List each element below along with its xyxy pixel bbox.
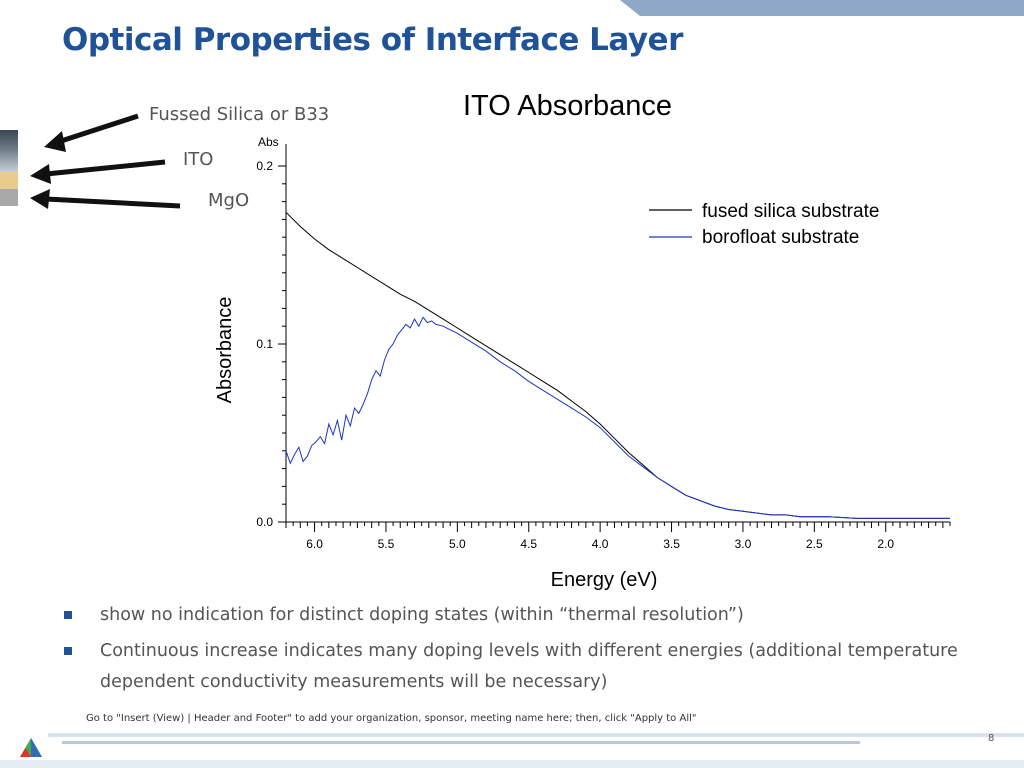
slide-title: Optical Properties of Interface Layer	[62, 22, 683, 58]
bullet-list: show no indication for distinct doping s…	[62, 600, 1002, 703]
layer-label-mgo: MgO	[208, 190, 250, 211]
x-tick-label: 3.5	[663, 537, 680, 551]
x-tick-label: 3.0	[735, 537, 752, 551]
top-accent-band	[620, 0, 1024, 16]
chart-axes: 0.0 0.1 0.2 6.0 5.5 5.0 4.5 4.0 3.5 3.0 2.5 2.0	[256, 144, 951, 551]
y-unit-label: Abs	[258, 135, 279, 149]
layer-label-substrate: Fussed Silica or B33	[149, 104, 330, 125]
x-tick-label: 5.5	[378, 537, 395, 551]
chart-series	[285, 211, 950, 519]
series-line-borofloat	[285, 316, 950, 519]
argonne-logo-icon	[20, 738, 42, 757]
footer-band	[0, 733, 1024, 768]
x-tick-label: 5.0	[449, 537, 466, 551]
x-tick-label: 2.5	[806, 537, 823, 551]
bullet-item: show no indication for distinct doping s…	[62, 600, 1002, 631]
chart-title: ITO Absorbance	[463, 90, 672, 122]
legend-label-borofloat: borofloat substrate	[702, 227, 859, 248]
arrow-left-icon	[44, 113, 139, 152]
glass-substrate-layer	[0, 130, 18, 172]
ito-layer	[0, 172, 18, 189]
y-tick-label: 0.2	[256, 159, 273, 173]
y-tick-label: 0.1	[256, 337, 273, 351]
series-line-fused-silica	[285, 211, 950, 519]
bullet-text: show no indication for distinct doping s…	[100, 605, 744, 625]
mgo-layer	[0, 189, 18, 206]
ito-absorbance-chart: ITO Absorbance Abs Absorbance Energy (eV…	[214, 90, 951, 591]
y-tick-label: 0.0	[256, 515, 273, 529]
footer-text: Go to "Insert (View) | Header and Footer…	[86, 713, 697, 724]
layer-label-ito: ITO	[183, 149, 214, 170]
x-tick-label: 2.0	[877, 537, 894, 551]
bullet-marker	[64, 647, 72, 655]
x-tick-label: 4.5	[520, 537, 537, 551]
page-number: 8	[988, 733, 995, 744]
x-tick-label: 6.0	[306, 537, 323, 551]
bullet-text: Continuous increase indicates many dopin…	[100, 641, 958, 692]
bullet-item: Continuous increase indicates many dopin…	[62, 636, 1002, 698]
x-tick-label: 4.0	[592, 537, 609, 551]
chart-legend: fused silica substrate borofloat substra…	[649, 201, 879, 248]
y-axis-label: Absorbance	[214, 297, 236, 404]
arrow-left-icon	[30, 189, 181, 209]
bullet-marker	[64, 611, 72, 619]
legend-label-fused-silica: fused silica substrate	[702, 201, 879, 222]
x-axis-label: Energy (eV)	[551, 569, 658, 591]
arrow-left-icon	[30, 159, 166, 184]
